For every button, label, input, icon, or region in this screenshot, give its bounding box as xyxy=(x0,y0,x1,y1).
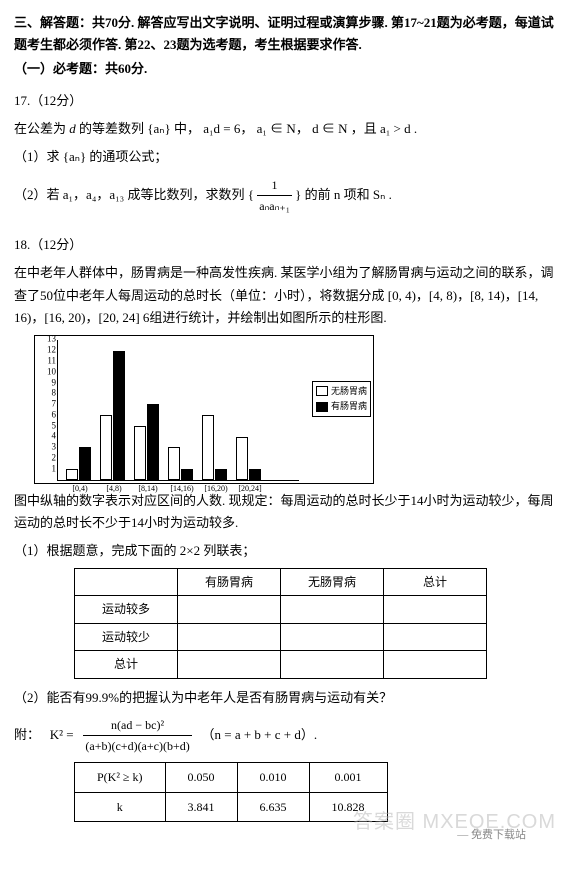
q18-after-chart: 图中纵轴的数字表示对应区间的人数. 现规定：每周运动的总时长少于14小时为运动较… xyxy=(14,490,566,534)
var-d: d xyxy=(69,121,76,136)
fraction-num: n(ad − bc)² xyxy=(83,715,191,736)
question-18: 18.（12分） 在中老年人群体中，肠胃病是一种高发性疾病. 某医学小组为了解肠… xyxy=(14,234,566,845)
bar-black xyxy=(79,447,91,479)
table-cell: 10.828 xyxy=(309,792,387,821)
table-row: P(K² ≥ k) 0.050 0.010 0.001 xyxy=(75,763,388,792)
table-cell: P(K² ≥ k) xyxy=(75,763,166,792)
bar-white xyxy=(236,437,248,480)
subsection-heading: （一）必考题：共60分. xyxy=(14,58,566,80)
table-cell xyxy=(384,623,487,650)
sep: ， xyxy=(296,121,309,136)
formula-lhs: K² = xyxy=(50,727,74,742)
legend-swatch-black xyxy=(316,402,328,412)
contingency-table: 有肠胃病 无肠胃病 总计 运动较多 运动较少 总计 xyxy=(74,568,487,679)
bar-chart-frame: 12345678910111213[0,4)[4,8)[8,14)[14,16)… xyxy=(34,335,374,484)
text: 的等差数列 { xyxy=(79,121,154,136)
bar-chart: 12345678910111213[0,4)[4,8)[8,14)[14,16)… xyxy=(57,340,299,481)
table-row: 运动较多 xyxy=(75,596,487,623)
q17-stem: 在公差为 d 的等差数列 {aₙ} 中， a₁d = 6， a₁ ∈ N， d … xyxy=(14,118,566,140)
text: 在公差为 xyxy=(14,121,66,136)
q17-part1: （1）求 {aₙ} 的通项公式； xyxy=(14,146,566,168)
sep: ， xyxy=(240,121,253,136)
legend-row: 无肠胃病 xyxy=(316,384,367,399)
pk-table: P(K² ≥ k) 0.050 0.010 0.001 k 3.841 6.63… xyxy=(74,762,388,822)
cond4: ，且 a₁ > d . xyxy=(351,121,417,136)
table-cell: 有肠胃病 xyxy=(178,569,281,596)
bar-black xyxy=(215,469,227,480)
table-cell: 0.050 xyxy=(165,763,237,792)
bar-black xyxy=(249,469,261,480)
bar-black xyxy=(113,351,125,480)
text: } 中， xyxy=(164,121,200,136)
legend-label: 无肠胃病 xyxy=(331,384,367,399)
table-cell: 0.010 xyxy=(237,763,309,792)
table-cell xyxy=(178,596,281,623)
page-root: { "header": { "section_title": "三、解答题：共7… xyxy=(14,12,566,845)
q18-part2: （2）能否有99.9%的把握认为中老年人是否有肠胃病与运动有关？ xyxy=(14,687,566,709)
table-cell xyxy=(178,651,281,678)
bar-white xyxy=(100,415,112,480)
table-row: 总计 xyxy=(75,651,487,678)
seq-an: aₙ xyxy=(154,121,165,136)
cond1: a₁d = 6 xyxy=(203,121,240,136)
legend-swatch-white xyxy=(316,386,328,396)
footer-note: — 免费下载站 xyxy=(14,826,526,845)
ytick-label: 13 xyxy=(40,332,56,347)
table-cell: k xyxy=(75,792,166,821)
q18-intro: 在中老年人群体中，肠胃病是一种高发性疾病. 某医学小组为了解肠胃病与运动之间的联… xyxy=(14,262,566,328)
cond2: a₁ ∈ N xyxy=(257,121,296,136)
italic-d: d xyxy=(69,121,76,136)
q18-part1: （1）根据题意，完成下面的 2×2 列联表； xyxy=(14,540,566,562)
table-cell xyxy=(281,623,384,650)
table-cell: 0.001 xyxy=(309,763,387,792)
fraction-den: (a+b)(c+d)(a+c)(b+d) xyxy=(83,736,191,756)
table-cell xyxy=(75,569,178,596)
fraction: n(ad − bc)² (a+b)(c+d)(a+c)(b+d) xyxy=(83,715,191,757)
table-cell: 6.635 xyxy=(237,792,309,821)
legend-label: 有肠胃病 xyxy=(331,399,367,414)
xtick-label: [20,24] xyxy=(230,482,270,496)
q18-number: 18.（12分） xyxy=(14,234,566,256)
bar-black xyxy=(181,469,193,480)
formula-tail: （n = a + b + c + d）. xyxy=(201,727,317,742)
bar-white xyxy=(202,415,214,480)
fraction-num: 1 xyxy=(257,175,292,196)
table-cell: 3.841 xyxy=(165,792,237,821)
bar-white xyxy=(168,447,180,479)
table-cell: 无肠胃病 xyxy=(281,569,384,596)
table-cell xyxy=(281,651,384,678)
section-heading: 三、解答题：共70分. 解答应写出文字说明、证明过程或演算步骤. 第17~21题… xyxy=(14,12,566,56)
question-17: 17.（12分） 在公差为 d 的等差数列 {aₙ} 中， a₁d = 6， a… xyxy=(14,90,566,216)
table-cell xyxy=(178,623,281,650)
table-cell xyxy=(384,596,487,623)
table-row: 有肠胃病 无肠胃病 总计 xyxy=(75,569,487,596)
table-cell xyxy=(281,596,384,623)
bar-white xyxy=(134,426,146,480)
text: （2）若 a₁，a₄，a₁₃ 成等比数列，求数列 { xyxy=(14,186,254,201)
table-cell: 运动较多 xyxy=(75,596,178,623)
bar-white xyxy=(66,469,78,480)
bar-black xyxy=(147,404,159,479)
table-row: 运动较少 xyxy=(75,623,487,650)
formula-label: 附： xyxy=(14,727,40,742)
table-cell: 总计 xyxy=(384,569,487,596)
q17-part2: （2）若 a₁，a₄，a₁₃ 成等比数列，求数列 { 1 aₙaₙ₊₁ } 的前… xyxy=(14,175,566,217)
table-row: k 3.841 6.635 10.828 xyxy=(75,792,388,821)
text: } 的前 n 项和 Sₙ . xyxy=(295,186,392,201)
fraction-den: aₙaₙ₊₁ xyxy=(257,196,292,216)
table-cell: 总计 xyxy=(75,651,178,678)
table-cell xyxy=(384,651,487,678)
q18-formula: 附： K² = n(ad − bc)² (a+b)(c+d)(a+c)(b+d)… xyxy=(14,715,566,757)
fraction: 1 aₙaₙ₊₁ xyxy=(257,175,292,217)
q17-number: 17.（12分） xyxy=(14,90,566,112)
cond3: d ∈ N xyxy=(312,121,347,136)
table-cell: 运动较少 xyxy=(75,623,178,650)
legend-row: 有肠胃病 xyxy=(316,399,367,414)
chart-legend: 无肠胃病 有肠胃病 xyxy=(312,381,371,418)
